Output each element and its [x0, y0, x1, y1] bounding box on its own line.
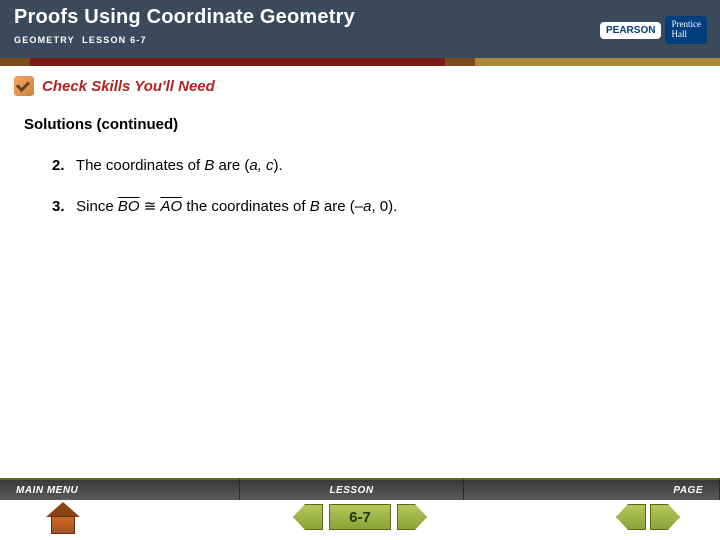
- footer-main-menu-label: MAIN MENU: [0, 478, 240, 500]
- prev-lesson-button[interactable]: [293, 504, 323, 530]
- next-page-button[interactable]: [650, 504, 680, 530]
- footer-label-bar: MAIN MENU LESSON PAGE: [0, 478, 720, 500]
- solutions-heading: Solutions (continued): [24, 116, 680, 133]
- prev-page-button[interactable]: [616, 504, 646, 530]
- home-button[interactable]: [46, 502, 80, 534]
- checkmark-icon: [14, 76, 34, 96]
- check-skills-label: Check Skills You'll Need: [42, 78, 215, 95]
- content-area: Solutions (continued) 2. The coordinates…: [0, 96, 720, 218]
- item-number: 3.: [52, 196, 72, 219]
- footer-page-label: PAGE: [464, 478, 720, 500]
- page-nav: [616, 504, 680, 530]
- footer-nav: MAIN MENU LESSON PAGE 6-7: [0, 478, 720, 540]
- footer-controls: 6-7: [0, 500, 720, 540]
- header-bar: Proofs Using Coordinate Geometry GEOMETR…: [0, 0, 720, 66]
- publisher-logo: PEARSON PrenticeHall: [600, 10, 710, 50]
- item-number: 2.: [52, 155, 72, 178]
- solution-item-2: 2. The coordinates of B are (a, c).: [52, 155, 680, 178]
- pearson-label: PEARSON: [600, 22, 661, 39]
- check-skills-row: Check Skills You'll Need: [14, 76, 720, 96]
- header-accent-bar: [0, 58, 720, 66]
- lesson-indicator: 6-7: [329, 504, 391, 530]
- solution-item-3: 3. Since BO ≅ AO the coordinates of B ar…: [52, 196, 680, 219]
- next-lesson-button[interactable]: [397, 504, 427, 530]
- footer-lesson-label: LESSON: [240, 478, 464, 500]
- home-roof-icon: [46, 502, 80, 517]
- lesson-nav: 6-7: [293, 504, 427, 530]
- home-body-icon: [51, 516, 75, 534]
- prentice-hall-label: PrenticeHall: [665, 16, 707, 44]
